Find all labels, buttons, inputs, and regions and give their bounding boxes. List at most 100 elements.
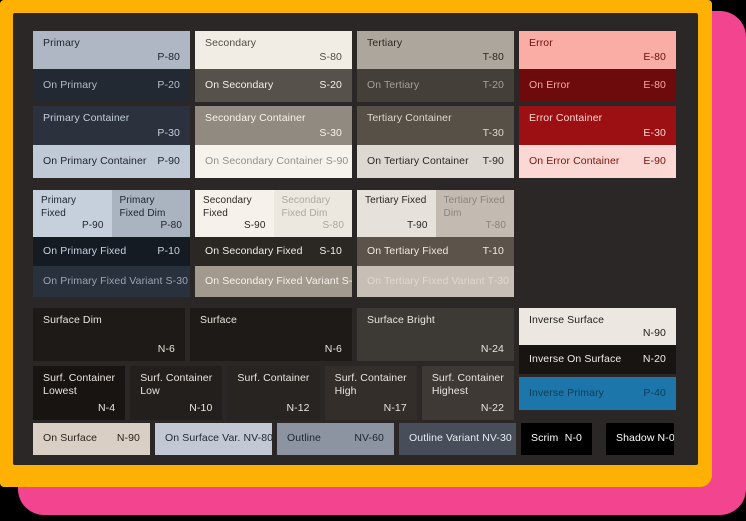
swatch-on-primary-fixed: On Primary Fixed P-10 xyxy=(33,237,190,266)
color-scheme-panel: Primary P-80 Secondary S-80 Tertiary T-80 E… xyxy=(13,13,698,465)
row-surface-containers: Surf. Container Lowest N-4 Surf. Containe… xyxy=(33,366,515,420)
swatch-value: N-24 xyxy=(480,342,504,355)
swatch-secondary-fixed: Secondary Fixed S-90 xyxy=(195,190,274,237)
swatch-label: Tertiary Container xyxy=(367,112,452,124)
group-tertiary-fixed: Tertiary Fixed T-90 Tertiary Fixed Dim T-8… xyxy=(357,190,514,237)
swatch-label: Surface xyxy=(200,314,237,326)
swatch-on-tertiary: On Tertiary T-20 xyxy=(357,69,514,102)
swatch-surface-container-high: Surf. Container High N-17 xyxy=(324,366,417,420)
swatch-on-primary-container: On Primary Container P-90 xyxy=(33,145,190,178)
swatch-value: P-40 xyxy=(643,386,666,399)
swatch-on-surface: On Surface N-90 xyxy=(33,423,150,455)
swatch-inverse-on-surface: Inverse On Surface N-20 xyxy=(519,345,676,374)
swatch-value: NV-30 xyxy=(482,432,512,445)
swatch-label: On Primary Fixed Variant xyxy=(43,274,163,287)
swatch-value: S-80 xyxy=(319,50,342,63)
swatch-label: On Primary Container xyxy=(43,154,147,167)
swatch-primary-fixed-dim: Primary Fixed Dim P-80 xyxy=(111,190,190,237)
swatch-inverse-primary: Inverse Primary P-40 xyxy=(519,377,676,410)
swatch-value: N-6 xyxy=(324,342,342,355)
swatch-value: E-90 xyxy=(643,154,666,167)
swatch-label: On Tertiary Container xyxy=(367,154,469,167)
swatch-value: P-20 xyxy=(157,78,180,91)
swatch-on-error-container: On Error Container E-90 xyxy=(519,145,676,178)
swatch-label: Outline Variant xyxy=(409,432,480,445)
swatch-secondary-container: Secondary Container S-30 xyxy=(195,106,352,145)
swatch-label: On Secondary Container xyxy=(205,154,323,167)
spacer xyxy=(519,237,676,266)
swatch-label: Surf. Container xyxy=(237,372,310,384)
swatch-value: T-90 xyxy=(482,154,504,167)
swatch-outline-variant: Outline Variant NV-30 xyxy=(399,423,516,455)
swatch-label: Secondary Fixed Dim xyxy=(281,195,331,219)
swatch-label: Surf. Container Lowest xyxy=(43,372,116,398)
swatch-tertiary-container: Tertiary Container T-30 xyxy=(357,106,514,145)
swatch-label: Secondary Container xyxy=(205,112,306,124)
swatch-value: N-6 xyxy=(157,342,175,355)
swatch-secondary: Secondary S-80 xyxy=(195,31,352,69)
swatch-value: T-30 xyxy=(482,126,504,139)
swatch-on-secondary-container: On Secondary Container S-90 xyxy=(195,145,352,178)
swatch-value: S-10 xyxy=(319,244,342,257)
row-surfaces: Surface Dim N-6 Surface N-6 Surface Bright… xyxy=(33,308,514,361)
swatch-value: S-90 xyxy=(243,219,266,231)
swatch-on-error: On Error E-80 xyxy=(519,69,676,102)
swatch-inverse-surface: Inverse Surface N-90 xyxy=(519,308,676,345)
swatch-label: Tertiary Fixed Dim xyxy=(443,195,505,219)
swatch-value: S-90 xyxy=(325,154,349,167)
swatch-primary: Primary P-80 xyxy=(33,31,190,69)
swatch-value: T-80 xyxy=(485,219,506,231)
swatch-surface-container-lowest: Surf. Container Lowest N-4 xyxy=(33,366,126,420)
swatch-value: N-12 xyxy=(286,401,310,414)
swatch-label: Error xyxy=(529,37,553,49)
spacer xyxy=(519,266,676,297)
swatch-outline: Outline NV-60 xyxy=(277,423,394,455)
swatch-label: Inverse On Surface xyxy=(529,352,622,365)
swatch-value: P-90 xyxy=(157,154,180,167)
swatch-label: Tertiary Fixed xyxy=(365,195,427,206)
swatch-label: On Tertiary Fixed xyxy=(367,244,449,257)
swatch-value: T-30 xyxy=(487,274,510,287)
swatch-on-secondary-fixed: On Secondary Fixed S-10 xyxy=(195,237,352,266)
swatch-on-primary-fixed-variant: On Primary Fixed Variant S-30 xyxy=(33,266,190,297)
swatch-on-secondary: On Secondary S-20 xyxy=(195,69,352,102)
swatch-label: On Tertiary xyxy=(367,78,420,91)
swatch-label: On Secondary xyxy=(205,78,274,91)
swatch-label: Surf. Container Low xyxy=(140,372,213,398)
swatch-on-tertiary-fixed-variant: On Tertiary Fixed Variant T-30 xyxy=(357,266,514,297)
swatch-label: Surface Dim xyxy=(43,314,102,326)
swatch-tertiary: Tertiary T-80 xyxy=(357,31,514,69)
swatch-value: S-80 xyxy=(322,219,344,231)
row-on-fixed: On Primary Fixed P-10 On Secondary Fixed S… xyxy=(33,237,676,266)
swatch-surface-bright: Surface Bright N-24 xyxy=(357,308,514,361)
swatch-label: Inverse Primary xyxy=(529,386,605,399)
swatch-label: On Secondary Fixed Variant xyxy=(205,274,339,287)
swatch-label: On Primary xyxy=(43,78,98,91)
swatch-label: On Error Container xyxy=(529,154,620,167)
row-on-colors: On Primary P-20 On Secondary S-20 On Terti… xyxy=(33,69,676,102)
swatch-value: P-10 xyxy=(157,244,180,257)
swatch-value: P-80 xyxy=(157,50,180,63)
swatch-surface-container-highest: Surf. Container Highest N-22 xyxy=(421,366,515,420)
swatch-label: Outline xyxy=(287,432,321,445)
swatch-label: Surf. Container High xyxy=(334,372,407,398)
inverse-column: Inverse Surface N-90 Inverse On Surface N-… xyxy=(519,308,676,420)
swatch-value: N-22 xyxy=(480,401,505,414)
swatch-primary-fixed: Primary Fixed P-90 xyxy=(33,190,112,237)
group-secondary-fixed: Secondary Fixed S-90 Secondary Fixed Dim S… xyxy=(195,190,352,237)
swatch-tertiary-fixed: Tertiary Fixed T-90 xyxy=(357,190,436,237)
swatch-value: N-4 xyxy=(97,401,116,414)
swatch-label: On Error xyxy=(529,78,571,91)
swatch-label: Shadow xyxy=(616,432,655,445)
swatch-value: N-10 xyxy=(189,401,213,414)
surface-section: Surface Dim N-6 Surface N-6 Surface Bright… xyxy=(33,308,676,420)
spacer xyxy=(519,190,676,237)
swatch-value: E-80 xyxy=(643,50,666,63)
swatch-label: Secondary Fixed xyxy=(203,195,252,219)
swatch-error-container: Error Container E-30 xyxy=(519,106,676,145)
swatch-scrim: Scrim N-0 xyxy=(521,423,592,455)
row-on-containers: On Primary Container P-90 On Secondary Co… xyxy=(33,145,676,178)
swatch-value: N-17 xyxy=(383,401,407,414)
